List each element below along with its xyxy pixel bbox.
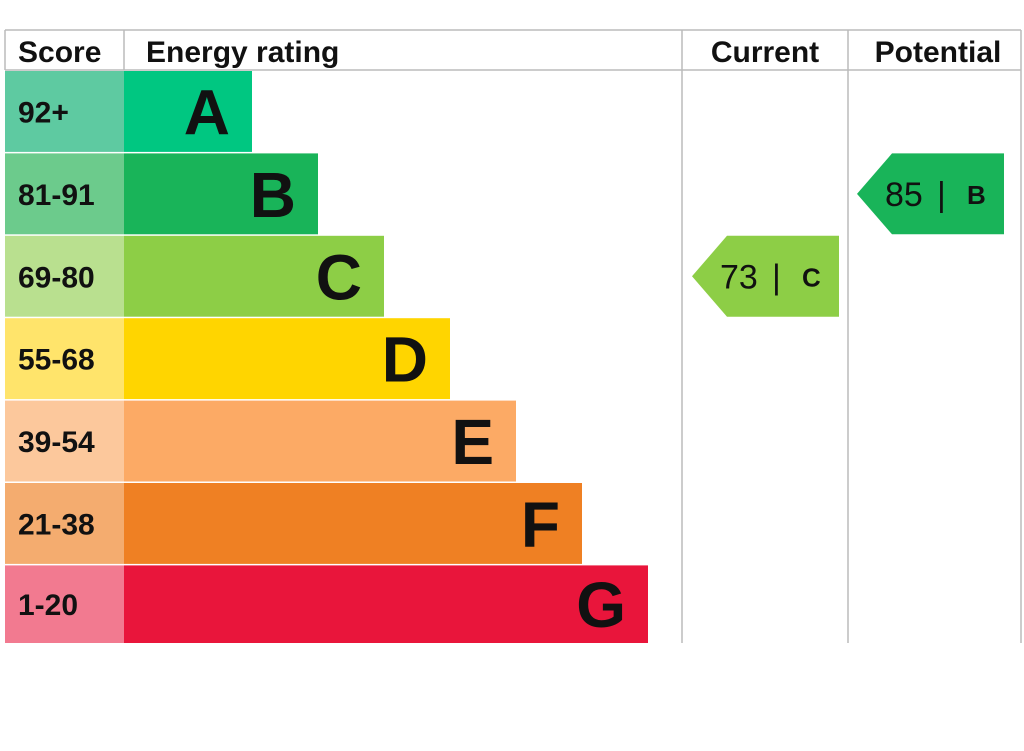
- score-cell-b: [5, 153, 124, 235]
- potential-rating-arrow: [857, 153, 1004, 235]
- score-label-b: 81-91: [18, 179, 95, 212]
- potential-rating-letter: B: [967, 180, 986, 210]
- score-cell-a: [5, 71, 124, 152]
- score-cell-c: [5, 235, 124, 317]
- score-cell-g: [5, 565, 124, 643]
- current-rating-separator: |: [772, 258, 781, 296]
- band-letter-c: C: [316, 241, 362, 313]
- band-letter-f: F: [521, 488, 560, 560]
- rating-indicators: 73 | C 85 | B: [692, 153, 1004, 317]
- score-cell-d: [5, 318, 124, 400]
- grid-lines: [4, 29, 1022, 643]
- band-letter-d: D: [382, 324, 428, 396]
- band-letter-b: B: [250, 159, 296, 231]
- current-rating-value: 73: [720, 258, 758, 296]
- band-letter-e: E: [451, 406, 494, 478]
- score-label-c: 69-80: [18, 261, 95, 294]
- band-bar-b: [124, 153, 318, 235]
- header-potential: Potential: [875, 36, 1002, 69]
- band-bar-c: [124, 235, 384, 317]
- score-label-e: 39-54: [18, 426, 95, 459]
- header-score: Score: [18, 36, 101, 69]
- rating-bands: 92+ A 81-91 B 69-80 C 55-68 D 39-54 E 21-38 F 1-20 G: [5, 71, 648, 643]
- header-energy-rating: Energy rating: [146, 36, 339, 69]
- band-bar-e: [124, 400, 516, 482]
- band-bar-d: [124, 318, 450, 400]
- score-label-f: 21-38: [18, 508, 95, 541]
- score-label-g: 1-20: [18, 589, 78, 622]
- header-current: Current: [711, 36, 819, 69]
- score-cell-f: [5, 483, 124, 564]
- current-rating-letter: C: [802, 262, 821, 292]
- band-bar-g: [124, 565, 648, 643]
- potential-rating-value: 85: [885, 176, 923, 214]
- current-rating-arrow: [692, 235, 839, 317]
- score-label-a: 92+: [18, 96, 69, 129]
- band-bar-f: [124, 483, 582, 564]
- score-label-d: 55-68: [18, 344, 95, 377]
- band-bar-a: [124, 71, 252, 152]
- band-letter-a: A: [184, 76, 230, 148]
- potential-rating-separator: |: [937, 176, 946, 214]
- band-letter-g: G: [576, 569, 626, 641]
- score-cell-e: [5, 400, 124, 482]
